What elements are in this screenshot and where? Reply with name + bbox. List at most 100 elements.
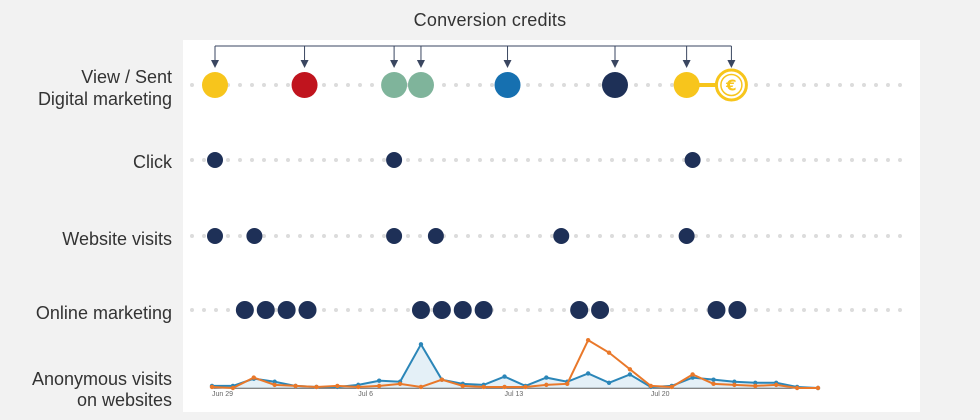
trail-dot [190, 158, 194, 162]
trail-dot [562, 158, 566, 162]
data-point-blue [418, 342, 424, 347]
trail-dot [238, 83, 242, 87]
trail-dot [274, 158, 278, 162]
trail-dot [250, 83, 254, 87]
trail-dot [478, 158, 482, 162]
click-touchpoint [386, 152, 403, 168]
trail-dot [754, 308, 758, 312]
diagram-panel [183, 40, 920, 412]
trail-dot [370, 158, 374, 162]
trail-dot [862, 158, 866, 162]
trail-dot [502, 234, 506, 238]
data-point-orange [585, 337, 591, 343]
online-marketing-touchpoint [256, 301, 275, 319]
trail-dot [790, 83, 794, 87]
x-tick-label: Jun 29 [212, 391, 233, 398]
trail-dot [334, 234, 338, 238]
trail-dot [562, 83, 566, 87]
online-marketing-touchpoint [591, 301, 610, 319]
trail-dot [406, 234, 410, 238]
trail-dot [646, 234, 650, 238]
trail-dot [562, 308, 566, 312]
data-point-blue [272, 379, 277, 384]
trail-dot [634, 234, 638, 238]
trail-dot [394, 308, 398, 312]
trail-dot [778, 308, 782, 312]
trail-dot [790, 308, 794, 312]
trail-dot [334, 83, 338, 87]
trail-dot [766, 234, 770, 238]
row-label-line: Anonymous visits [31, 369, 172, 389]
trail-dot [802, 158, 806, 162]
series-line-blue [212, 342, 819, 389]
trail-dot [730, 158, 734, 162]
data-point-orange [356, 384, 361, 390]
trail-dot [898, 83, 902, 87]
trail-dot [838, 308, 842, 312]
data-point-orange [711, 381, 716, 387]
trail-dot [322, 234, 326, 238]
online-marketing-touchpoint [707, 301, 726, 319]
row-label-line: View / Sent [81, 67, 172, 87]
trail-dot [598, 234, 602, 238]
data-point-orange [794, 385, 800, 391]
trail-dot [502, 158, 506, 162]
trail-dot [538, 158, 542, 162]
trail-dot [382, 308, 386, 312]
trail-dot [742, 234, 746, 238]
website-visit-touchpoint [678, 228, 695, 244]
trail-dot [298, 234, 302, 238]
trail-dot [238, 234, 242, 238]
trail-dot [550, 83, 554, 87]
trail-dot [538, 83, 542, 87]
trail-dot [814, 83, 818, 87]
trail-dot [310, 234, 314, 238]
trail-dot [802, 83, 806, 87]
row-label-anonymous-visits: Anonymous visits on websites [32, 369, 172, 411]
trail-dot [346, 234, 350, 238]
data-point-blue [711, 377, 716, 382]
online-marketing-touchpoint [432, 301, 451, 319]
trail-dot [850, 234, 854, 238]
row-label-line: Digital marketing [37, 89, 172, 109]
trail-dot [526, 158, 530, 162]
data-point-blue [585, 371, 591, 376]
trail-dot [238, 158, 242, 162]
trail-dot [670, 308, 674, 312]
trail-dot [838, 83, 842, 87]
data-point-orange [502, 384, 507, 390]
data-point-blue [502, 374, 507, 379]
trail-dot [850, 158, 854, 162]
trail-dot [310, 158, 314, 162]
trail-dot [502, 308, 506, 312]
trail-dot [526, 83, 530, 87]
data-point-orange [314, 384, 319, 390]
trail-dot [802, 234, 806, 238]
row-label-online-marketing: Online marketing [35, 303, 172, 323]
trail-dot [706, 234, 710, 238]
trail-dot [538, 234, 542, 238]
trail-dot [322, 83, 326, 87]
trail-dot [622, 234, 626, 238]
trail-dot [322, 308, 326, 312]
trail-dot [754, 83, 758, 87]
online-marketing-touchpoint [728, 301, 747, 319]
trail-dot [670, 83, 674, 87]
trail-dot [382, 158, 386, 162]
trail-dot [898, 234, 902, 238]
trail-dot [814, 158, 818, 162]
trail-dot [634, 158, 638, 162]
trail-dot [190, 308, 194, 312]
trail-dot [826, 234, 830, 238]
trail-dot [682, 308, 686, 312]
trail-dot [898, 158, 902, 162]
trail-dot [598, 83, 602, 87]
data-point-orange [376, 383, 382, 389]
trail-dot [670, 234, 674, 238]
trail-dot [886, 308, 890, 312]
trail-dot [514, 158, 518, 162]
trail-dot [754, 234, 758, 238]
trail-dot [286, 158, 290, 162]
trail-dot [634, 308, 638, 312]
data-point-orange [565, 381, 570, 387]
